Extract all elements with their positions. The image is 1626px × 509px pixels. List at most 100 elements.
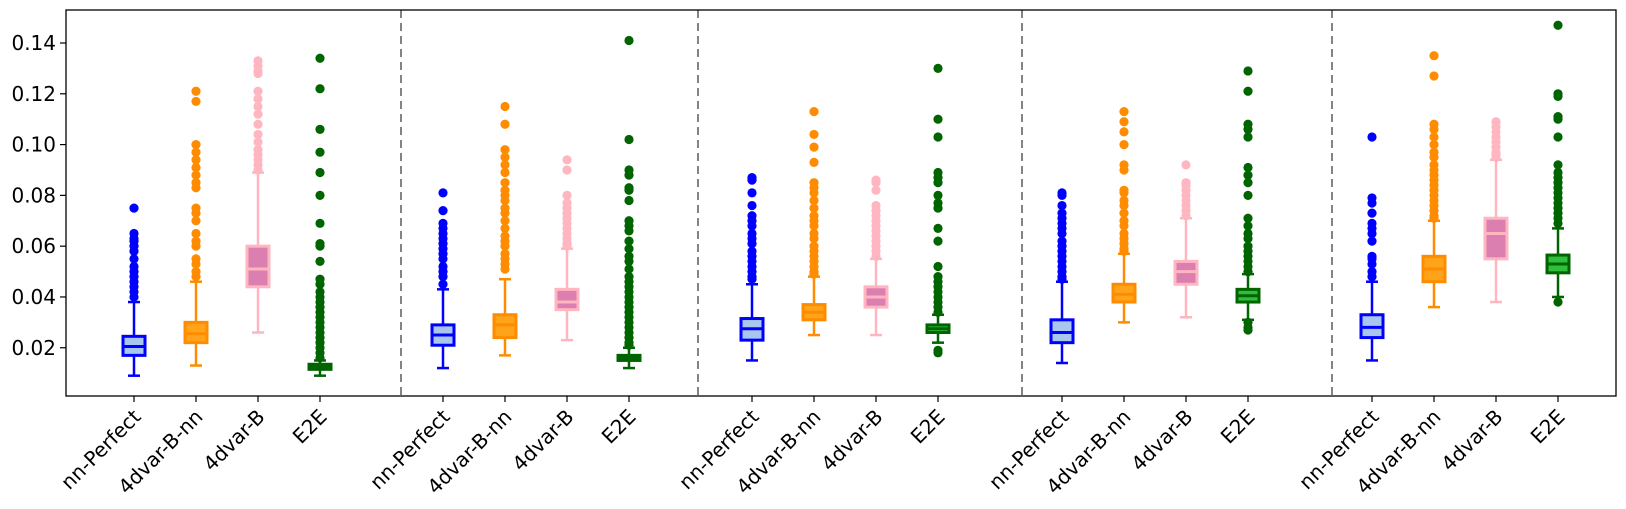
outlier-point — [562, 155, 572, 165]
box-4dvar-b-nn — [183, 86, 209, 367]
outlier-point — [933, 223, 943, 233]
x-tick-label: E2E — [288, 405, 332, 449]
outlier-point — [1057, 274, 1067, 284]
outlier-point — [624, 340, 634, 350]
x-tick-label: E2E — [1526, 405, 1570, 449]
box-4dvar-b — [554, 155, 580, 342]
box-4dvar-b — [863, 175, 889, 337]
outlier-point — [315, 84, 325, 94]
outlier-point — [1367, 132, 1377, 142]
y-axis: 0.02 0.04 0.06 0.08 0.10 0.12 0.14 — [11, 31, 66, 360]
box-4dvar-b-nn — [801, 106, 827, 337]
outlier-point — [809, 188, 819, 198]
outlier-point — [1429, 124, 1439, 134]
outlier-point — [253, 101, 263, 112]
outlier-point — [1119, 139, 1129, 150]
outlier-point — [747, 188, 757, 198]
outlier-point — [562, 190, 572, 200]
box-4dvar-b-nn — [492, 101, 518, 357]
outlier-point — [624, 244, 634, 254]
outlier-point — [1119, 208, 1129, 218]
outlier-point — [438, 188, 448, 198]
outlier-point — [1429, 132, 1439, 142]
outlier-point — [1119, 127, 1129, 137]
outlier-point — [1429, 213, 1439, 223]
outlier-point — [624, 195, 634, 206]
outlier-point — [191, 241, 201, 251]
outlier-point — [624, 264, 634, 274]
outlier-point — [747, 221, 757, 231]
outlier-point — [1429, 152, 1439, 162]
outlier-point — [624, 134, 634, 145]
x-tick-label: E2E — [1216, 405, 1260, 449]
outlier-point — [253, 68, 263, 79]
outlier-point — [191, 228, 201, 239]
outlier-point — [1553, 218, 1563, 228]
outlier-point — [1243, 124, 1253, 134]
outlier-point — [1119, 246, 1129, 256]
box-4dvar-b-nn — [1421, 51, 1447, 309]
outlier-point — [1057, 200, 1067, 211]
outlier-point — [1243, 86, 1253, 96]
outlier-point — [253, 94, 263, 104]
outlier-point — [129, 203, 139, 213]
outlier-point — [1553, 160, 1563, 170]
x-tick-label: E2E — [906, 405, 950, 449]
outlier-point — [624, 185, 634, 195]
outlier-point — [933, 307, 943, 317]
outlier-point — [500, 208, 510, 218]
outlier-point — [1429, 71, 1439, 81]
outlier-point — [253, 119, 263, 129]
outlier-point — [1243, 325, 1253, 335]
outlier-point — [933, 178, 943, 188]
x-tick-label: 4dvar-B — [198, 405, 269, 476]
outlier-point — [191, 259, 201, 269]
outlier-point — [315, 353, 325, 363]
outlier-point — [1119, 106, 1129, 117]
outlier-point — [315, 241, 325, 251]
x-tick-label: E2E — [597, 405, 641, 449]
outlier-point — [1553, 91, 1563, 101]
outlier-point — [191, 96, 201, 107]
outlier-point — [809, 142, 819, 152]
outlier-point — [747, 274, 757, 284]
outlier-point — [933, 190, 943, 200]
outlier-point — [562, 165, 572, 175]
outlier-point — [933, 203, 943, 213]
outlier-point — [624, 256, 634, 267]
outlier-point — [933, 348, 943, 358]
outlier-point — [191, 139, 201, 150]
outlier-point — [871, 185, 881, 195]
x-tick-label: 4dvar-B — [1126, 405, 1197, 476]
outlier-point — [315, 279, 325, 289]
outlier-point — [500, 195, 510, 206]
outlier-point — [500, 160, 510, 170]
outlier-point — [1243, 266, 1253, 277]
y-tick-label: 0.10 — [11, 133, 56, 157]
box-4dvar-b — [245, 56, 271, 334]
outlier-point — [624, 226, 634, 236]
outlier-point — [1367, 228, 1377, 239]
outlier-point — [1057, 190, 1067, 200]
outlier-point — [809, 203, 819, 213]
outlier-point — [1119, 165, 1129, 175]
outlier-point — [624, 236, 634, 246]
outlier-point — [1119, 200, 1129, 211]
y-tick-label: 0.04 — [11, 285, 56, 309]
outlier-point — [747, 175, 757, 185]
outlier-point — [315, 124, 325, 134]
x-tick-label: 4dvar-B — [507, 405, 578, 476]
outlier-point — [1367, 259, 1377, 269]
outlier-point — [809, 129, 819, 140]
outlier-point — [1243, 221, 1253, 231]
outlier-point — [191, 272, 201, 282]
outlier-point — [933, 261, 943, 272]
outlier-point — [191, 147, 201, 157]
outlier-point — [253, 165, 263, 175]
outlier-point — [191, 86, 201, 96]
outlier-point — [315, 53, 325, 63]
outlier-point — [1243, 170, 1253, 180]
outlier-point — [315, 190, 325, 200]
outlier-point — [129, 292, 139, 302]
